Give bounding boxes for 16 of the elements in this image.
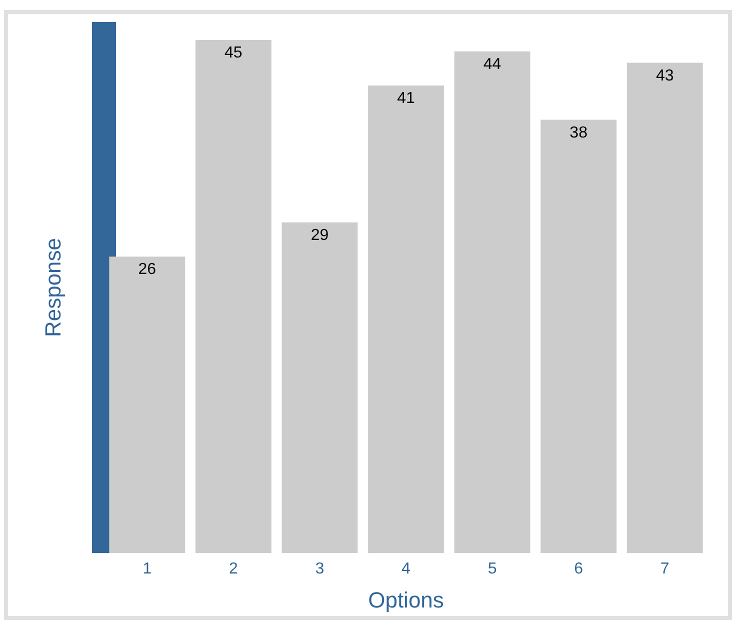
x-tick-label: 4 xyxy=(402,560,411,578)
data-label: 26 xyxy=(138,261,156,278)
x-tick-label: 5 xyxy=(488,560,497,578)
data-label: 44 xyxy=(483,56,502,73)
data-label: 38 xyxy=(570,124,588,142)
x-tick-label: 7 xyxy=(660,560,670,578)
data-label: 41 xyxy=(397,90,415,108)
x-tick-label: 3 xyxy=(315,560,324,578)
data-label: 29 xyxy=(310,226,329,244)
x-axis-title: Options xyxy=(368,588,444,612)
data-label: 43 xyxy=(656,67,674,84)
x-tick-label: 6 xyxy=(574,560,584,578)
data-label: 45 xyxy=(224,44,242,62)
x-tick-label: 1 xyxy=(142,560,152,578)
y-axis-title: Response xyxy=(40,238,66,338)
x-tick-label: 2 xyxy=(228,560,238,578)
